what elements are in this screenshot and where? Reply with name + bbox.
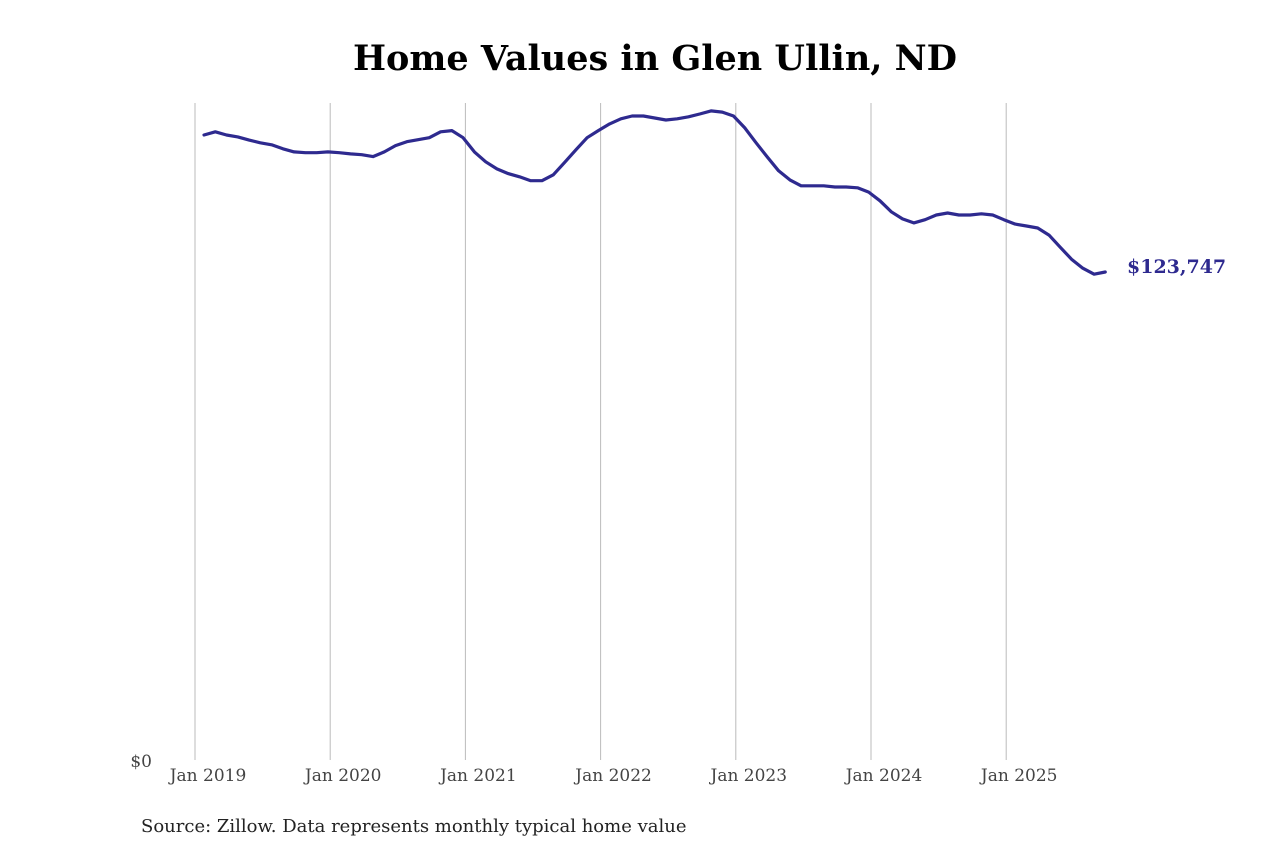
x-tick-label: Jan 2024 [844,766,923,786]
chart-title: Home Values in Glen Ullin, ND [352,38,957,79]
x-axis-tick-labels: Jan 2019 Jan 2020 Jan 2021 Jan 2022 Jan 2023… [168,766,1058,786]
latest-value-label: $123,747 [1127,256,1226,278]
home-value-line [202,109,1107,276]
x-tick-label: Jan 2020 [303,766,382,786]
x-tick-label: Jan 2022 [573,766,652,786]
source-note: Source: Zillow. Data represents monthly … [141,816,687,837]
y-axis-tick-zero: $0 [130,752,152,772]
x-tick-label: Jan 2021 [438,766,517,786]
x-tick-label: Jan 2025 [979,766,1058,786]
x-tick-label: Jan 2019 [168,766,247,786]
x-tick-label: Jan 2023 [709,766,788,786]
vertical-gridlines [194,103,1007,760]
